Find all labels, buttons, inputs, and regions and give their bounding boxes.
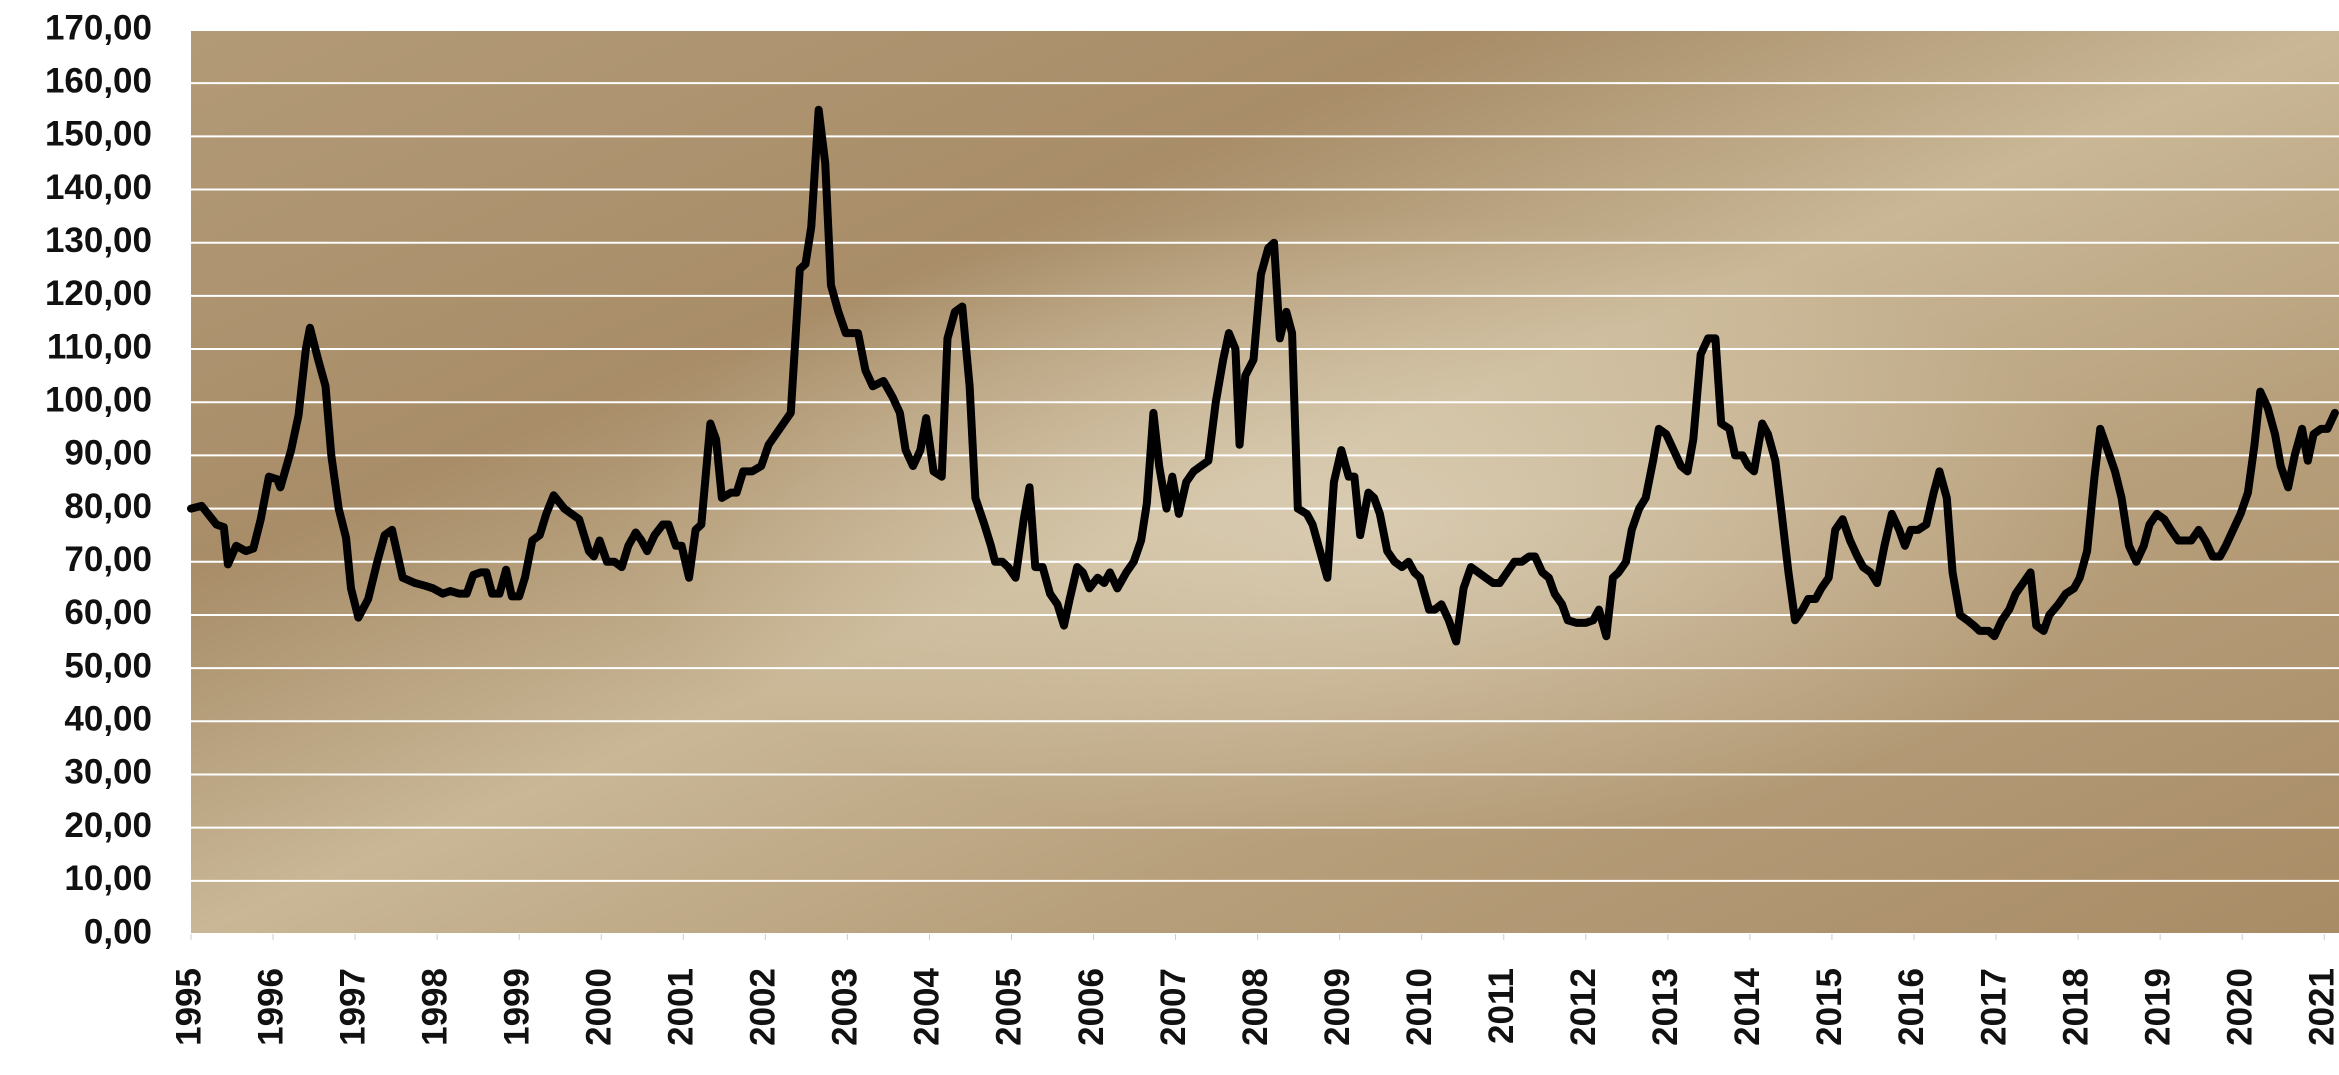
x-tick-label: 1999 xyxy=(497,968,536,1046)
x-tick-label: 2015 xyxy=(1810,968,1849,1046)
y-tick-label: 120,00 xyxy=(45,274,152,313)
x-tick-label: 2008 xyxy=(1236,968,1275,1046)
y-tick-label: 150,00 xyxy=(45,115,152,154)
y-tick-label: 10,00 xyxy=(64,859,152,898)
x-tick-label: 2010 xyxy=(1400,968,1439,1046)
x-tick-label: 2016 xyxy=(1892,968,1931,1046)
y-tick-label: 20,00 xyxy=(64,806,152,845)
x-tick-label: 2017 xyxy=(1974,968,2013,1046)
y-tick-label: 100,00 xyxy=(45,380,152,419)
x-tick-label: 2020 xyxy=(2220,968,2259,1046)
y-tick-label: 170,00 xyxy=(45,8,152,47)
y-tick-label: 0,00 xyxy=(84,912,152,951)
y-tick-label: 70,00 xyxy=(64,540,152,579)
x-tick-label: 2014 xyxy=(1728,967,1767,1045)
x-tick-label: 2007 xyxy=(1154,968,1193,1046)
x-tick-label: 1998 xyxy=(415,968,454,1046)
plot-background xyxy=(191,30,2339,934)
x-tick-label: 2004 xyxy=(908,967,947,1045)
y-tick-label: 80,00 xyxy=(64,487,152,526)
x-tick-label: 2021 xyxy=(2302,968,2339,1046)
x-tick-label: 2006 xyxy=(1072,968,1111,1046)
y-tick-label: 130,00 xyxy=(45,221,152,260)
x-tick-label: 2003 xyxy=(826,968,865,1046)
x-tick-label: 2001 xyxy=(662,968,701,1046)
y-tick-label: 60,00 xyxy=(64,593,152,632)
price-line xyxy=(187,105,2339,646)
y-tick-label: 110,00 xyxy=(47,327,152,366)
x-tick-label: 2013 xyxy=(1646,968,1685,1046)
plot-highlight xyxy=(191,30,2339,934)
x-tick-label: 2005 xyxy=(990,968,1029,1046)
x-tick-label: 2012 xyxy=(1564,968,1603,1046)
x-tick-label: 2000 xyxy=(579,968,618,1046)
y-tick-label: 40,00 xyxy=(64,700,152,739)
x-tick-label: 2011 xyxy=(1482,968,1521,1044)
marks xyxy=(187,105,2339,646)
x-tick-label: 2002 xyxy=(744,968,783,1046)
y-tick-label: 90,00 xyxy=(64,434,152,473)
x-tick-label: 1995 xyxy=(169,968,208,1046)
x-tick-label: 2018 xyxy=(2056,968,2095,1046)
y-tick-label: 160,00 xyxy=(45,61,152,100)
y-tick-label: 140,00 xyxy=(45,168,152,207)
y-tick-label: 50,00 xyxy=(64,646,152,685)
x-tick-label: 2009 xyxy=(1318,968,1357,1046)
x-tick-label: 1997 xyxy=(333,968,372,1046)
axes: 0,00 10,00 20,00 30,00 40,00 50,00 60,00 70,00 8… xyxy=(45,8,2339,1046)
x-tick-label: 2019 xyxy=(2138,968,2177,1046)
y-tick-label: 30,00 xyxy=(64,753,152,792)
x-tick-label: 1996 xyxy=(251,968,290,1046)
